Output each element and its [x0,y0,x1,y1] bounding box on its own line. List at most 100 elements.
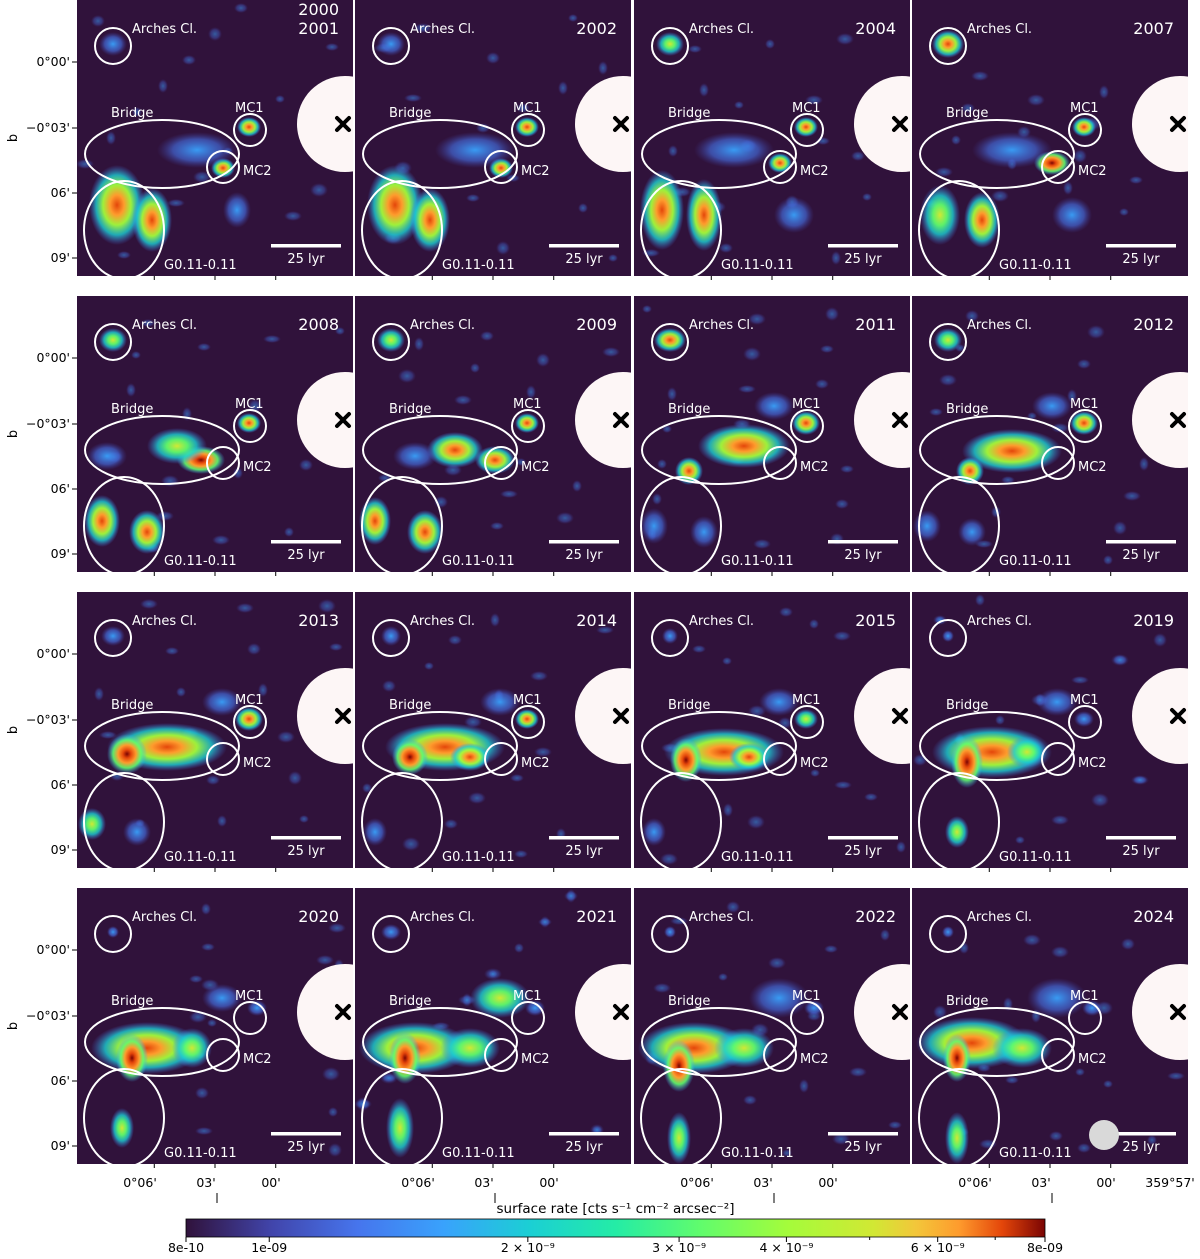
year-label: 2007 [1133,19,1174,38]
emission-speckle [1071,676,1089,684]
emission-blob [768,153,792,173]
emission-speckle [247,643,261,655]
arches-cluster-label: Arches Cl. [410,318,475,333]
y-tick-label: 09' [51,546,70,561]
emission-speckle [688,45,702,53]
mc1-label: MC1 [1070,101,1099,116]
bridge-label: Bridge [111,994,153,1009]
emission-blob [107,926,119,938]
emission-speckle [1027,94,1045,106]
emission-speckle [743,347,761,361]
arches-cluster-circle [372,619,410,657]
map-panel: Arches Cl. Bridge MC1 MC2 G0.11-0.11 25 lyr 20… [355,296,631,576]
emission-blob [359,497,391,545]
arches-cluster-circle [929,619,967,657]
emission-blob [515,709,539,729]
g011-ellipse [640,1068,722,1164]
emission-speckle [325,43,339,51]
emission-speckle [322,1067,340,1081]
g011-label: G0.11-0.11 [442,258,515,273]
year-label: 2022 [855,907,896,926]
emission-blob [202,688,242,716]
arches-cluster-circle [929,323,967,361]
emission-speckle [510,774,524,782]
bridge-ellipse [84,119,240,189]
emission-blob [794,117,818,137]
bridge-label: Bridge [389,994,431,1009]
emission-speckle [939,374,957,386]
scale-bar-label: 25 lyr [844,252,882,267]
emission-blob [729,743,769,771]
g011-ellipse [640,772,722,868]
mc1-label: MC1 [792,693,821,708]
scale-bar-label: 25 lyr [565,1140,603,1155]
y-tick-label: 09' [51,842,70,857]
g011-ellipse [83,180,165,276]
scale-bar-label: 25 lyr [1122,548,1160,563]
g011-label: G0.11-0.11 [999,258,1072,273]
year-label: 2019 [1133,611,1174,630]
emission-speckle [864,793,878,801]
emission-speckle [140,599,158,609]
emission-speckle [132,107,142,117]
emission-speckle [810,769,820,777]
g011-label: G0.11-0.11 [999,1146,1072,1161]
emission-speckle [748,313,766,325]
emission-speckle [201,903,211,915]
colorbar-tick-label: 8e-09 [1027,1240,1063,1255]
emission-speckle [217,815,227,827]
mc2-label: MC2 [800,756,829,771]
g011-label: G0.11-0.11 [442,850,515,865]
map-panel: Arches Cl. Bridge MC1 MC2 G0.11-0.11 25 lyr 20… [634,0,910,280]
emission-speckle [208,27,222,41]
emission-blob [694,132,774,168]
bridge-ellipse [84,415,240,485]
emission-blob [670,738,702,782]
emission-blob [107,734,147,774]
marker-cross [892,1004,908,1020]
emission-speckle [328,923,346,933]
y-tick-label: 0°00' [36,942,70,957]
emission-blob [84,495,120,547]
emission-speckle [212,535,230,545]
marker-cross [335,116,351,132]
g011-label: G0.11-0.11 [721,258,794,273]
mc2-label: MC2 [243,1052,272,1067]
arches-cluster-circle [372,323,410,361]
emission-speckle [975,594,985,606]
scale-bar [1106,836,1176,840]
source-marker-icon [1170,1004,1186,1020]
year-label: 2004 [855,19,896,38]
emission-speckle [835,499,849,509]
panel-content: Arches Cl. Bridge MC1 MC2 G0.11-0.11 25 lyr 20… [355,0,631,276]
emission-blob [951,736,983,788]
y-tick-label: 0°00' [36,646,70,661]
emission-blob [920,185,960,245]
mc2-circle [206,742,240,776]
y-axis-label: b [6,134,21,142]
emission-blob [664,926,676,938]
marker-cross [613,412,629,428]
mc2-circle [484,742,518,776]
arches-cluster-label: Arches Cl. [967,614,1032,629]
arches-cluster-label: Arches Cl. [410,910,475,925]
mc2-label: MC2 [1078,756,1107,771]
emission-blob [794,709,818,729]
x-tick-label: 00' [261,1175,280,1190]
emission-speckle [176,687,186,697]
masked-region [297,76,353,172]
emission-blob [1037,688,1077,716]
emission-blob [223,192,251,228]
emission-speckle [815,379,829,389]
year-label: 2015 [855,611,896,630]
emission-speckle [277,731,295,743]
source-marker-icon [1170,412,1186,428]
beam-size-indicator [1089,1120,1119,1150]
bridge-ellipse [919,711,1075,781]
emission-speckle [1111,654,1129,666]
emission-speckle [263,335,281,343]
emission-speckle [608,254,618,262]
g011-label: G0.11-0.11 [164,850,237,865]
